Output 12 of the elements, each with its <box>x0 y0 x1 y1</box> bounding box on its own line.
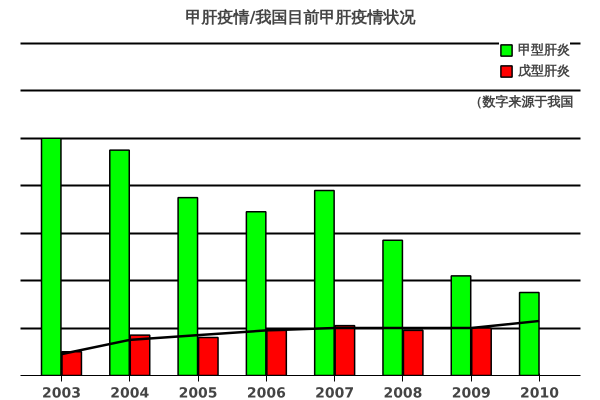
x-tick-label: 2005 <box>178 386 218 400</box>
legend-label: 甲型肝炎 <box>518 42 570 59</box>
chart-title: 甲肝疫情/我国目前甲肝疫情状况 <box>186 8 416 26</box>
x-tick-label: 2004 <box>110 386 150 400</box>
x-tick-label: 2006 <box>246 386 286 400</box>
x-tick-label: 2009 <box>452 386 491 400</box>
legend-label: 戊型肝炎 <box>518 63 570 80</box>
x-tick-label: 2007 <box>315 386 354 400</box>
x-tick-label: 2008 <box>383 386 422 400</box>
x-tick-label: 2003 <box>42 386 81 400</box>
text: （数字来源于我国 <box>470 94 574 110</box>
x-tick-label: 2010 <box>520 386 560 400</box>
